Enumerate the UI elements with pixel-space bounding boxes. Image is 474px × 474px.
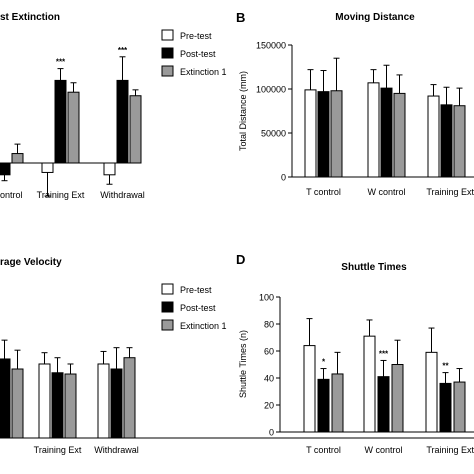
legend-label: Extinction 1	[180, 67, 227, 77]
bar-post-test	[377, 376, 390, 433]
significance-label: ***	[379, 349, 389, 358]
y-axis-label: Total Distance (mm)	[238, 71, 248, 151]
bar-post-test	[110, 368, 123, 439]
bar-pre-test	[103, 162, 116, 176]
bar-post-test	[0, 162, 11, 176]
bar-pre-test	[304, 89, 317, 178]
legend-swatch-2	[161, 65, 174, 77]
y-tick-label: 100000	[256, 85, 286, 95]
bar-extinction-1	[453, 381, 466, 433]
panel-2: rage Velocity Training Ext Withdrawal Pre-t…	[0, 257, 474, 455]
category-label: Withdrawal	[94, 445, 139, 455]
y-tick-label: 40	[264, 374, 274, 384]
bar-post-test	[317, 378, 330, 433]
significance-label: ***	[56, 58, 66, 67]
y-tick-label: 150000	[256, 41, 286, 51]
y-tick-label: 100	[259, 293, 274, 303]
category-label: T control	[306, 445, 341, 455]
panel-1: Moving Distance B 0 50000 100000 150000 Total …	[236, 10, 474, 197]
panel-letter: B	[236, 10, 245, 25]
category-label: T control	[306, 187, 341, 197]
bar-post-test	[51, 372, 64, 439]
bar-extinction-1	[393, 92, 406, 178]
bar-pre-test	[425, 351, 438, 433]
panel-title: st Extinction	[0, 12, 60, 23]
panel-title: Shuttle Times	[341, 262, 407, 273]
panel-title: rage Velocity	[0, 257, 62, 268]
category-label: W control	[364, 445, 402, 455]
y-tick-label: 50000	[261, 129, 286, 139]
bar-post-test	[317, 91, 330, 178]
bar-post-test	[440, 104, 453, 178]
legend-label: Pre-test	[180, 285, 212, 295]
legend-swatch-2	[161, 319, 174, 331]
bar-pre-test	[367, 82, 380, 178]
category-label: Training Ext	[37, 190, 85, 200]
y-tick-label: 0	[281, 173, 286, 183]
y-tick-label: 20	[264, 401, 274, 411]
category-label: Withdrawal	[100, 190, 145, 200]
legend-label: Post-test	[180, 303, 216, 313]
category-label: ontrol	[0, 190, 23, 200]
bar-extinction-1	[11, 368, 24, 439]
bar-pre-test	[97, 363, 110, 439]
bar-pre-test	[38, 363, 51, 439]
bar-extinction-1	[453, 105, 466, 178]
bar-pre-test	[427, 95, 440, 178]
y-tick-label: 60	[264, 347, 274, 357]
bar-extinction-1	[391, 364, 404, 433]
bar-post-test	[380, 87, 393, 178]
legend-swatch-1	[161, 301, 174, 313]
bar-pre-test	[363, 335, 376, 433]
bar-extinction-1	[67, 91, 80, 164]
y-axis-label: Shuttle Times (n)	[238, 330, 248, 398]
legend-label: Pre-test	[180, 31, 212, 41]
bar-extinction-1	[123, 357, 136, 439]
bar-extinction-1	[129, 95, 142, 164]
significance-label: ***	[118, 46, 128, 55]
panel-title: Moving Distance	[335, 12, 415, 23]
bar-extinction-1	[64, 373, 77, 439]
panel-letter: D	[236, 252, 245, 267]
bar-post-test	[54, 79, 67, 164]
bar-post-test	[116, 79, 129, 164]
category-label: Training Ext	[34, 445, 82, 455]
significance-label: **	[442, 362, 449, 371]
legend-label: Extinction 1	[180, 321, 227, 331]
bar-post-test	[0, 358, 11, 439]
significance-label: *	[322, 358, 326, 367]
y-tick-label: 80	[264, 320, 274, 330]
legend-swatch-1	[161, 47, 174, 59]
bar-extinction-1	[331, 373, 344, 433]
panel-0: st Extinction *** *** ontrol Training Ext Wit…	[0, 12, 227, 200]
category-label: W control	[367, 187, 405, 197]
bar-pre-test	[41, 162, 54, 173]
legend-label: Post-test	[180, 49, 216, 59]
category-label: Training Ext	[426, 445, 474, 455]
y-tick-label: 0	[269, 428, 274, 438]
panel-3: Shuttle Times D 0 20 40 60 80 100 Shuttle Times …	[236, 252, 474, 455]
bar-extinction-1	[11, 153, 24, 164]
bar-pre-test	[303, 345, 316, 433]
bar-extinction-1	[330, 90, 343, 178]
category-label: Training Ext	[426, 187, 474, 197]
legend-swatch-0	[161, 29, 174, 41]
legend-swatch-0	[161, 283, 174, 295]
bar-post-test	[439, 382, 452, 433]
